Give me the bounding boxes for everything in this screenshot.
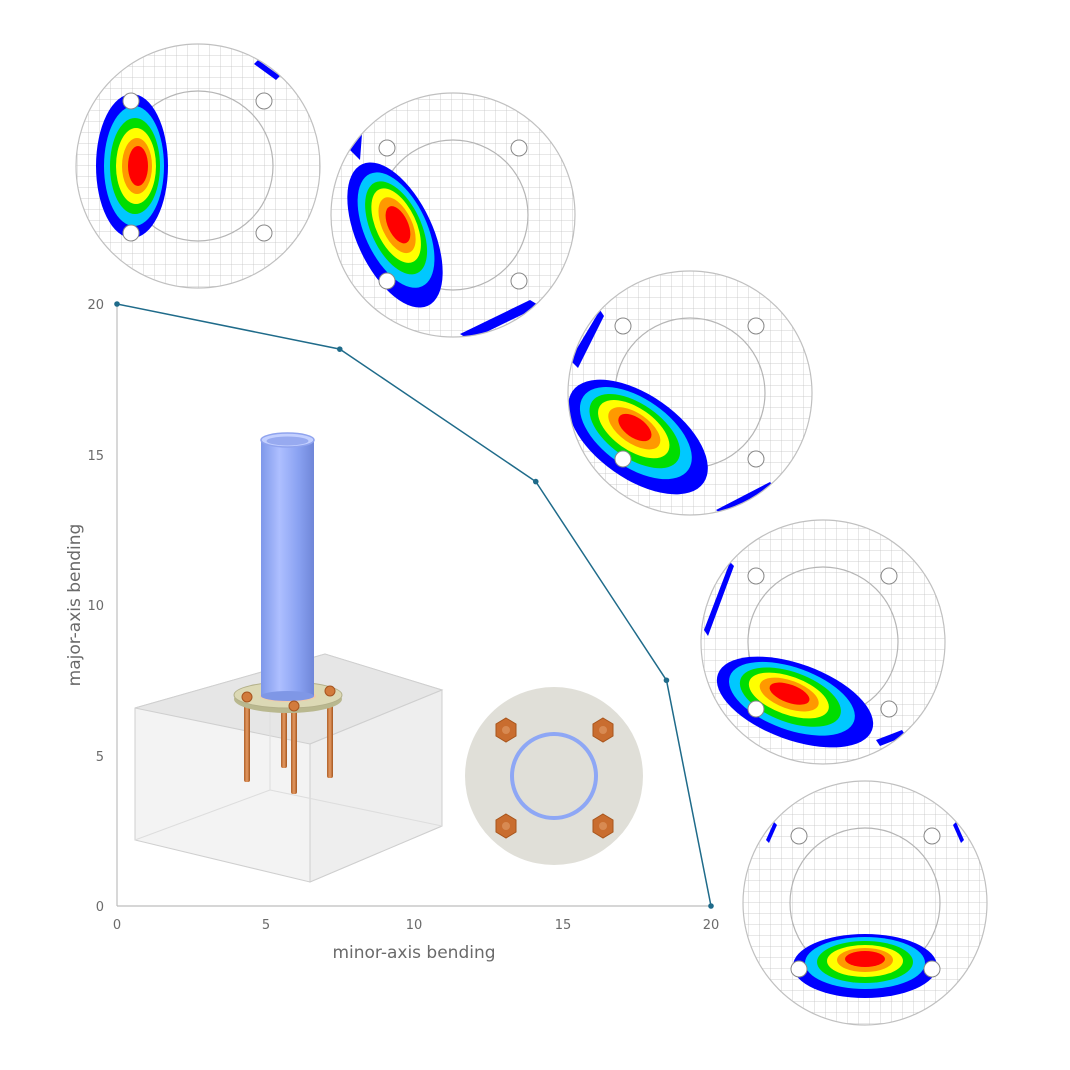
x-tick: 15 xyxy=(555,918,572,933)
x-tick: 10 xyxy=(406,918,423,933)
column-outline xyxy=(510,732,598,820)
hex-bolt-icon xyxy=(495,717,517,743)
data-point xyxy=(532,478,539,485)
contour-plot-4 xyxy=(700,519,946,765)
x-tick-labels: 0 5 10 15 20 xyxy=(113,918,719,933)
y-tick: 10 xyxy=(87,599,104,614)
contour-plot-5 xyxy=(742,780,988,1026)
hex-bolt-icon xyxy=(495,813,517,839)
anchor-nuts xyxy=(241,685,336,712)
y-axis-label: major-axis bending xyxy=(65,524,85,687)
hex-bolt-icon xyxy=(592,813,614,839)
x-tick: 20 xyxy=(703,918,720,933)
column-base-3d-model xyxy=(134,432,444,883)
x-tick: 5 xyxy=(262,918,270,933)
hex-bolt-icon xyxy=(592,717,614,743)
anchor-rods xyxy=(244,700,333,794)
contour-plot-3 xyxy=(567,270,813,516)
y-tick: 5 xyxy=(96,750,104,765)
data-point xyxy=(336,346,343,352)
y-tick: 15 xyxy=(87,449,104,464)
y-tick: 0 xyxy=(96,900,104,915)
steel-column xyxy=(261,440,314,696)
chart-axes xyxy=(116,304,711,907)
interaction-curve xyxy=(114,301,714,909)
plate-disc xyxy=(465,687,643,865)
y-tick-labels: 0 5 10 15 20 xyxy=(87,298,104,915)
data-point xyxy=(663,677,670,684)
data-point xyxy=(114,301,120,307)
x-tick: 0 xyxy=(113,918,121,933)
base-plate-top-view xyxy=(465,687,643,865)
contour-plot-1 xyxy=(75,43,321,289)
x-axis-label: minor-axis bending xyxy=(332,943,495,963)
y-tick: 20 xyxy=(87,298,104,313)
contour-plot-2 xyxy=(330,92,576,338)
data-point xyxy=(708,903,714,909)
